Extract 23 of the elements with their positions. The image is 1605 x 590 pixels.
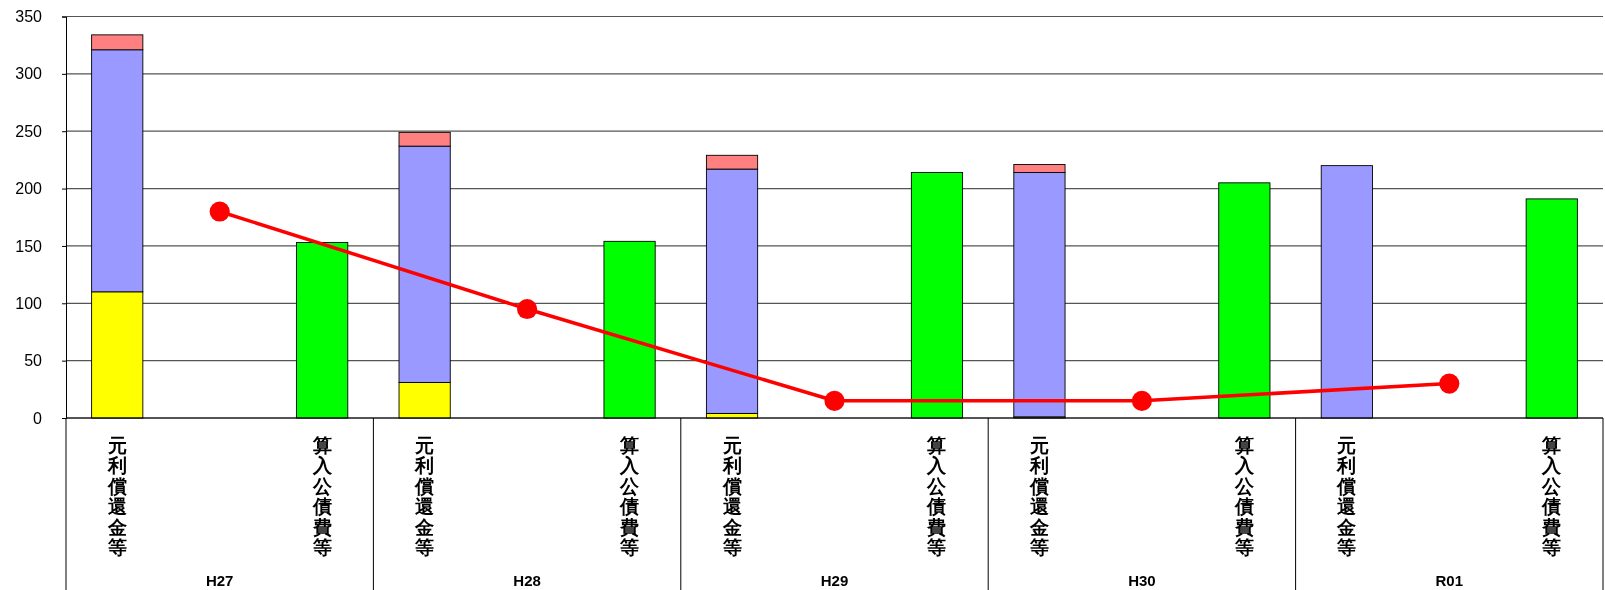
y-tick-label: 50 (24, 352, 43, 370)
y-tick-label: 0 (33, 409, 43, 427)
text: H29 (820, 572, 849, 589)
y-tick-label: 100 (15, 294, 43, 312)
x-tick-label: 算入公債費等 (619, 435, 641, 558)
x-tick-label: 元利償還金等 (414, 435, 435, 558)
text: H28 (513, 572, 541, 589)
x-tick-label: 元利償還金等 (106, 435, 127, 558)
y-tick-label: 300 (15, 65, 43, 83)
y-tick-label: 250 (15, 122, 43, 140)
text: H27 (205, 572, 234, 589)
x-tick-label: 算入公債費等 (311, 435, 333, 558)
x-tick-label: 算入公債費等 (1541, 435, 1563, 558)
y-tick-label: 350 (15, 8, 43, 26)
x-tick-label: 元利償還金等 (721, 435, 742, 558)
x-tick-label: 元利償還金等 (1336, 435, 1357, 558)
y-tick-label: 200 (15, 180, 43, 198)
x-tick-label: 元利償還金等 (1028, 435, 1049, 558)
text: H30 (1128, 572, 1156, 589)
x-tick-label: 算入公債費等 (926, 435, 948, 558)
y-tick-label: 150 (15, 237, 43, 255)
text: R01 (1435, 572, 1464, 589)
x-tick-label: 算入公債費等 (1233, 435, 1255, 558)
